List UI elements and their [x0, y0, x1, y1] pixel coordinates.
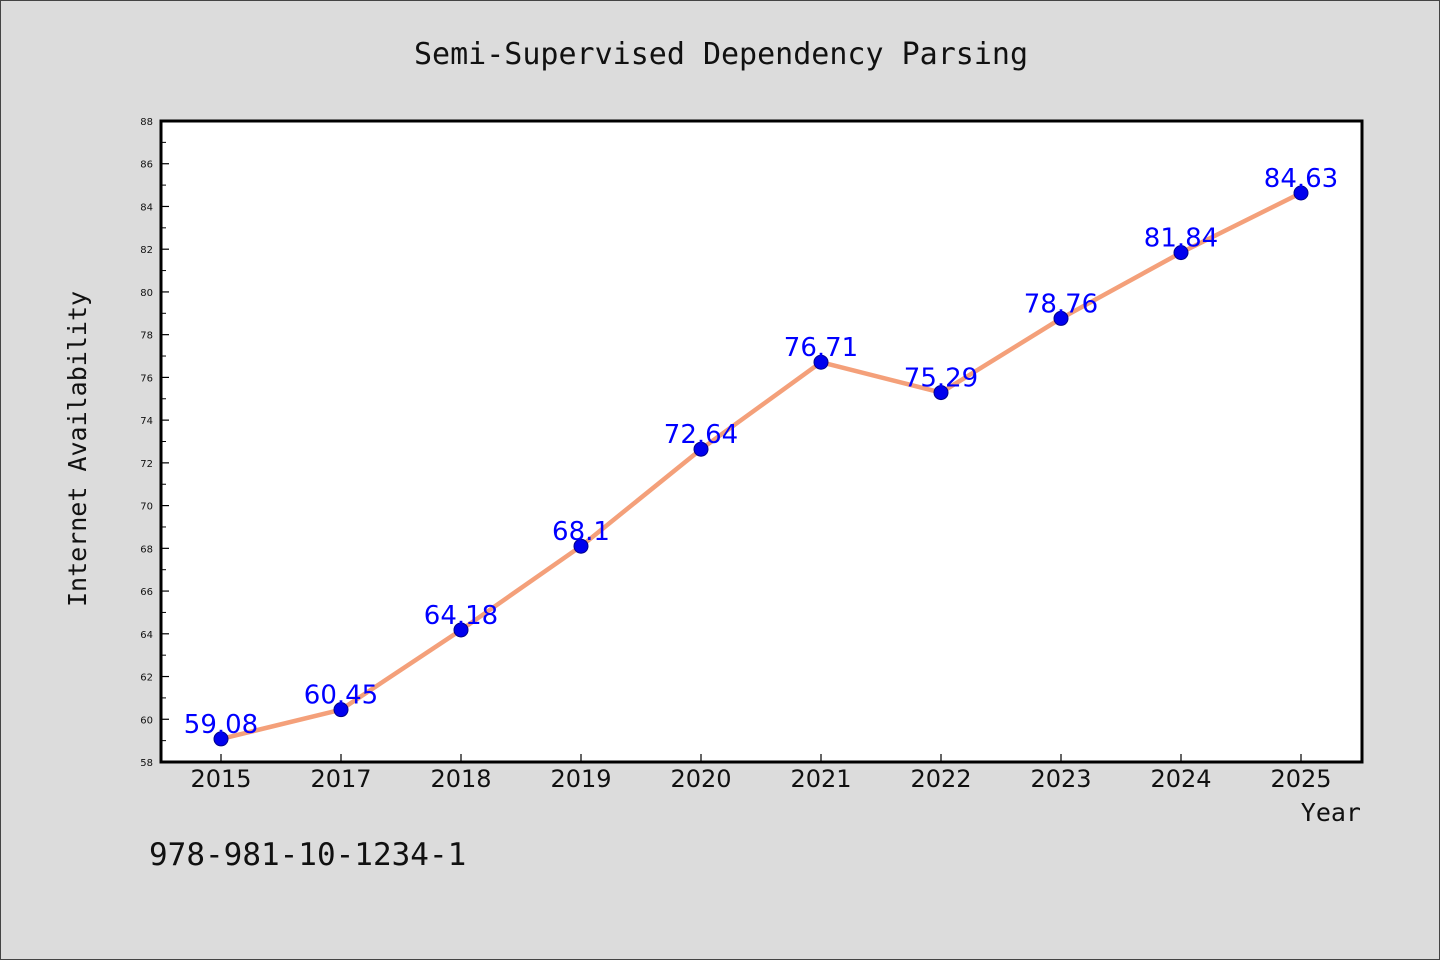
data-label: 76.71: [784, 333, 858, 363]
y-axis-label: Internet Availability: [63, 291, 92, 607]
x-tick-label: 2015: [190, 765, 251, 793]
x-tick-label: 2019: [550, 765, 611, 793]
y-tick-label: 58: [140, 758, 153, 769]
chart-title: Semi-Supervised Dependency Parsing: [414, 37, 1028, 72]
y-tick-label: 72: [140, 459, 153, 470]
y-tick-label: 80: [140, 288, 153, 299]
x-axis-label: Year: [1301, 798, 1361, 827]
x-axis: 2015 2017 2018 2019 2020 2021 2022 2023 2024 2025: [190, 754, 1332, 793]
x-tick-label: 2018: [430, 765, 491, 793]
plot-area: [159, 119, 1364, 764]
y-tick-label: 66: [140, 587, 153, 598]
y-tick-label: 62: [140, 673, 153, 684]
x-tick-label: 2025: [1270, 765, 1331, 793]
y-tick-label: 86: [140, 160, 153, 171]
data-point: [573, 538, 589, 554]
y-tick-label: 76: [140, 373, 153, 384]
x-tick-label: 2017: [310, 765, 371, 793]
data-point: [453, 622, 469, 638]
data-point: [1293, 185, 1309, 201]
isbn-footnote: 978-981-10-1234-1: [149, 837, 466, 873]
y-tick-label: 60: [140, 715, 153, 726]
data-point: [693, 441, 709, 457]
data-point: [813, 354, 829, 370]
x-tick-label: 2022: [910, 765, 971, 793]
y-tick-label: 82: [140, 245, 153, 256]
x-tick-label: 2021: [790, 765, 851, 793]
y-tick-label: 64: [140, 630, 153, 641]
x-tick-label: 2023: [1030, 765, 1091, 793]
data-label: 75.29: [904, 364, 978, 394]
data-point: [933, 385, 949, 401]
data-label: 78.76: [1024, 289, 1098, 319]
y-tick-label: 88: [140, 117, 153, 128]
data-point: [1173, 245, 1189, 261]
data-point: [1053, 310, 1069, 326]
data-label: 84.63: [1264, 164, 1338, 194]
data-label: 64.18: [424, 601, 498, 631]
y-tick-label: 68: [140, 544, 153, 555]
data-label: 81.84: [1144, 224, 1218, 254]
data-label: 72.64: [664, 420, 738, 450]
data-point: [333, 702, 349, 718]
y-tick-label: 84: [140, 202, 153, 213]
x-tick-label: 2020: [670, 765, 731, 793]
data-labels: 59.08 60.45 64.18 68.1 72.64 76.71 75.29 78.76 8…: [184, 164, 1338, 740]
y-tick-label: 78: [140, 331, 153, 342]
x-tick-label: 2024: [1150, 765, 1211, 793]
y-tick-label: 70: [140, 502, 153, 513]
data-label: 60.45: [304, 681, 378, 711]
y-axis: 58 60 62 64 66 68 70 72 74 76 78 80 82 84 86 88: [140, 117, 169, 769]
markers: [213, 185, 1309, 747]
series-line: [218, 190, 1304, 742]
data-label: 68.1: [552, 517, 610, 547]
y-tick-label: 74: [140, 416, 153, 427]
data-point: [213, 731, 229, 747]
data-label: 59.08: [184, 710, 258, 740]
